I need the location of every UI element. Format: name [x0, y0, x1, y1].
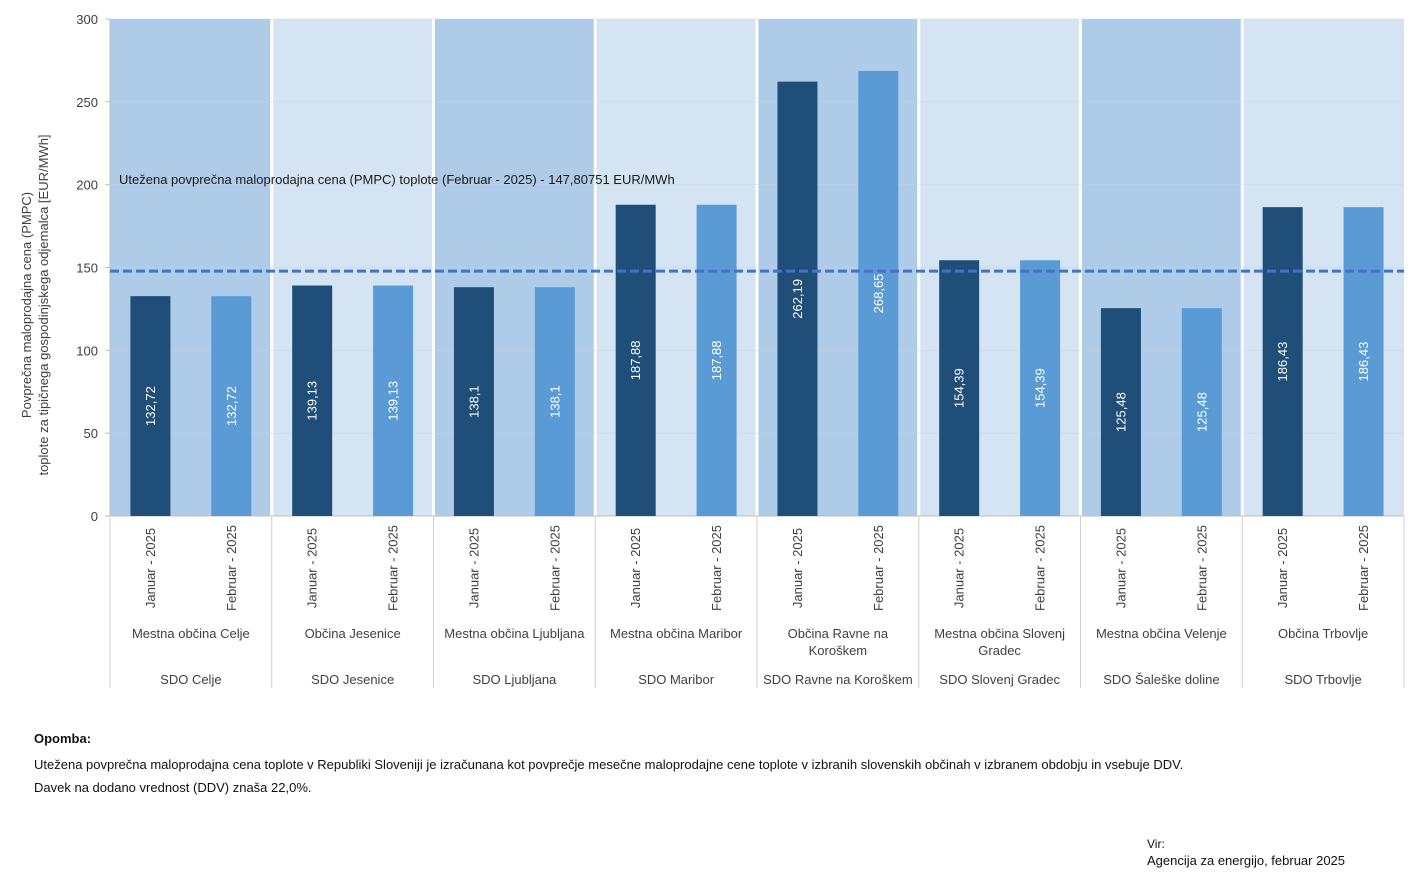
bar-value-label: 139,13: [386, 381, 401, 421]
x-period-label: Januar - 2025: [466, 528, 481, 608]
x-period-label: Februar - 2025: [709, 525, 724, 611]
bar-februar-2025: [211, 296, 252, 516]
bar-januar-2025: [1262, 207, 1303, 516]
x-sdo-label: SDO Slovenj Gradec: [939, 672, 1060, 687]
note-title: Opomba:: [34, 731, 92, 746]
x-municipality-label: Mestna občina Slovenj: [934, 626, 1065, 641]
bar-februar-2025: [1020, 260, 1061, 516]
bar-value-label: 154,39: [1033, 368, 1048, 408]
x-period-label: Januar - 2025: [143, 528, 158, 608]
x-sdo-label: SDO Šaleške doline: [1103, 672, 1219, 687]
x-sdo-label: SDO Celje: [160, 672, 221, 687]
bar-value-label: 132,72: [224, 386, 239, 426]
x-municipality-label: Občina Jesenice: [305, 626, 401, 641]
x-period-label: Januar - 2025: [1113, 528, 1128, 608]
x-municipality-label: Mestna občina Velenje: [1096, 626, 1227, 641]
bar-januar-2025: [130, 296, 171, 516]
y-axis-title-line1: Povprečna maloprodajna cena (PMPC): [19, 191, 34, 419]
price-bar-chart: 0 50 100 150 200 250 300 132,72 Januar - 2025 132…: [76, 12, 1405, 688]
bar-value-label: 268,65: [871, 274, 886, 314]
bar-value-label: 262,19: [790, 279, 805, 319]
x-period-label: Februar - 2025: [871, 525, 886, 611]
x-municipality-label: Občina Trbovlje: [1278, 626, 1368, 641]
x-period-label: Februar - 2025: [1194, 525, 1209, 611]
bar-value-label: 154,39: [952, 368, 967, 408]
bar-value-label: 139,13: [305, 381, 320, 421]
x-period-label: Februar - 2025: [224, 525, 239, 611]
bar-februar-2025: [858, 70, 899, 517]
y-tick-label: 200: [76, 178, 98, 193]
bar-februar-2025: [534, 287, 575, 516]
bar-januar-2025: [292, 285, 333, 516]
bar-value-label: 186,43: [1356, 342, 1371, 382]
bar-januar-2025: [939, 260, 980, 516]
bar-value-label: 125,48: [1113, 392, 1128, 432]
x-period-label: Februar - 2025: [1356, 525, 1371, 611]
bar-value-label: 186,43: [1275, 342, 1290, 382]
y-tick-label: 100: [76, 343, 98, 358]
bar-value-label: 138,1: [547, 385, 562, 418]
y-axis-title-line2: toplote za tipičnega gospodinjskega odje…: [36, 134, 51, 476]
bar-value-label: 138,1: [466, 385, 481, 418]
note-text-vat-calculation: Utežena povprečna maloprodajna cena topl…: [34, 757, 1184, 772]
bar-januar-2025: [1100, 308, 1141, 516]
bar-value-label: 187,88: [709, 340, 724, 380]
bar-januar-2025: [453, 287, 494, 516]
x-municipality-label: Koroškem: [809, 643, 868, 658]
x-sdo-label: SDO Maribor: [638, 672, 715, 687]
y-tick-label: 0: [91, 509, 98, 524]
x-period-label: Januar - 2025: [628, 528, 643, 608]
bar-januar-2025: [777, 81, 818, 517]
bar-februar-2025: [1343, 207, 1384, 516]
source-text: Agencija za energijo, februar 2025: [1147, 853, 1346, 868]
bar-januar-2025: [615, 204, 656, 516]
x-period-label: Januar - 2025: [790, 528, 805, 608]
x-period-label: Januar - 2025: [952, 528, 967, 608]
x-sdo-label: SDO Trbovlje: [1284, 672, 1361, 687]
y-tick-label: 300: [76, 12, 98, 27]
x-sdo-label: SDO Ravne na Koroškem: [763, 672, 913, 687]
x-sdo-label: SDO Ljubljana: [472, 672, 557, 687]
x-period-label: Februar - 2025: [547, 525, 562, 611]
y-tick-label: 150: [76, 261, 98, 276]
bar-value-label: 125,48: [1194, 392, 1209, 432]
source-label: Vir:: [1147, 837, 1165, 851]
bar-value-label: 187,88: [628, 340, 643, 380]
bar-februar-2025: [1181, 308, 1222, 516]
reference-line-label: Utežena povprečna maloprodajna cena (PMP…: [119, 172, 675, 187]
x-period-label: Januar - 2025: [1275, 528, 1290, 608]
y-tick-label: 50: [84, 426, 98, 441]
x-municipality-label: Gradec: [978, 643, 1021, 658]
bar-februar-2025: [373, 285, 414, 516]
x-municipality-label: Občina Ravne na: [788, 626, 889, 641]
note-text-vat-rate: Davek na dodano vrednost (DDV) znaša 22,…: [34, 780, 312, 795]
x-municipality-label: Mestna občina Maribor: [610, 626, 743, 641]
x-period-label: Januar - 2025: [305, 528, 320, 608]
x-period-label: Februar - 2025: [1033, 525, 1048, 611]
x-period-label: Februar - 2025: [386, 525, 401, 611]
x-municipality-label: Mestna občina Celje: [132, 626, 250, 641]
bar-value-label: 132,72: [143, 386, 158, 426]
x-municipality-label: Mestna občina Ljubljana: [444, 626, 585, 641]
x-sdo-label: SDO Jesenice: [311, 672, 394, 687]
bar-februar-2025: [696, 204, 737, 516]
y-tick-label: 250: [76, 95, 98, 110]
